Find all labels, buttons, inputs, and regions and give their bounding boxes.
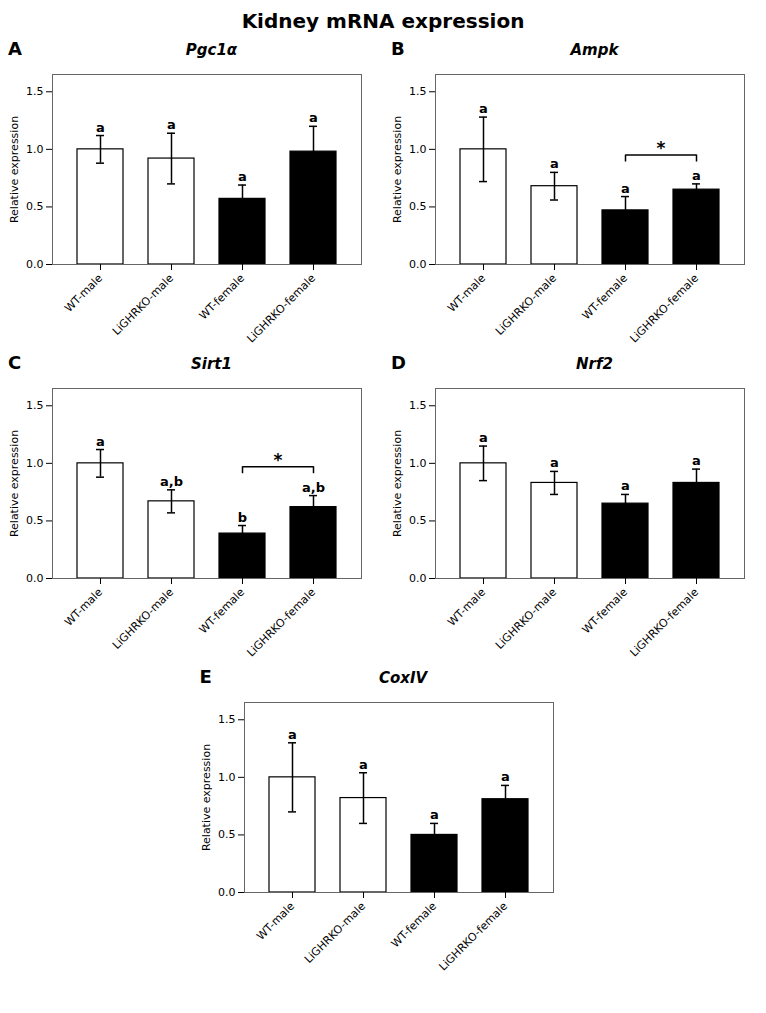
svg-text:LiGHRKO-female: LiGHRKO-female [436, 900, 510, 974]
svg-text:WT-male: WT-male [254, 900, 297, 943]
svg-text:LiGHRKO-male: LiGHRKO-male [493, 586, 559, 652]
svg-text:*: * [657, 138, 666, 158]
svg-text:a: a [430, 807, 439, 822]
svg-text:b: b [238, 510, 247, 525]
svg-text:a: a [550, 156, 559, 171]
svg-text:0.5: 0.5 [26, 514, 44, 527]
svg-text:Relative expression: Relative expression [8, 116, 21, 223]
svg-text:LiGHRKO-male: LiGHRKO-male [110, 272, 176, 338]
svg-text:a: a [550, 455, 559, 470]
svg-text:a: a [167, 117, 176, 132]
svg-text:WT-female: WT-female [197, 586, 248, 637]
svg-text:a,b: a,b [302, 480, 325, 495]
html-text:Pgc1α: Pgc1α [185, 41, 238, 59]
svg-text:*: * [274, 450, 283, 470]
svg-text:0.0: 0.0 [409, 258, 427, 271]
svg-text:a: a [692, 168, 701, 183]
svg-text:0.0: 0.0 [26, 572, 44, 585]
svg-text:Relative expression: Relative expression [391, 430, 404, 537]
svg-text:0.5: 0.5 [409, 200, 427, 213]
svg-text:1.5: 1.5 [409, 85, 427, 98]
svg-text:WT-male: WT-male [445, 586, 488, 629]
svg-text:LiGHRKO-female: LiGHRKO-female [628, 272, 702, 346]
svg-text:1.0: 1.0 [26, 143, 44, 156]
svg-text:0.5: 0.5 [26, 200, 44, 213]
svg-text:WT-female: WT-female [197, 272, 248, 323]
html-text:Kidney mRNA expression: Kidney mRNA expression [241, 9, 525, 33]
svg-text:0.0: 0.0 [218, 886, 236, 899]
svg-text:a: a [96, 434, 105, 449]
html-text:Ampk: Ampk [570, 41, 619, 59]
svg-text:1.5: 1.5 [409, 399, 427, 412]
svg-text:Relative expression: Relative expression [391, 116, 404, 223]
svg-text:LiGHRKO-female: LiGHRKO-female [245, 272, 319, 346]
svg-text:Relative expression: Relative expression [200, 744, 213, 851]
svg-text:1.5: 1.5 [218, 713, 236, 726]
svg-text:0.0: 0.0 [26, 258, 44, 271]
svg-text:a: a [621, 478, 630, 493]
svg-text:LiGHRKO-male: LiGHRKO-male [302, 900, 368, 966]
html-text:Sirt1: Sirt1 [191, 355, 232, 373]
svg-text:a: a [479, 101, 488, 116]
svg-text:a: a [501, 769, 510, 784]
svg-text:0.0: 0.0 [409, 572, 427, 585]
svg-text:a: a [621, 181, 630, 196]
svg-text:0.5: 0.5 [218, 828, 236, 841]
svg-text:1.0: 1.0 [409, 143, 427, 156]
svg-text:1.5: 1.5 [26, 85, 44, 98]
svg-text:0.5: 0.5 [409, 514, 427, 527]
svg-text:WT-female: WT-female [388, 900, 439, 951]
svg-text:a: a [96, 120, 105, 135]
html-text:D: D [391, 352, 406, 373]
svg-text:LiGHRKO-female: LiGHRKO-female [245, 586, 319, 660]
svg-text:WT-female: WT-female [580, 586, 631, 637]
svg-text:LiGHRKO-male: LiGHRKO-male [110, 586, 176, 652]
html-text:C: C [8, 352, 22, 373]
svg-text:1.5: 1.5 [26, 399, 44, 412]
svg-text:1.0: 1.0 [409, 457, 427, 470]
svg-text:WT-male: WT-male [445, 272, 488, 315]
svg-text:a: a [309, 110, 318, 125]
svg-text:LiGHRKO-female: LiGHRKO-female [628, 586, 702, 660]
svg-text:a: a [238, 169, 247, 184]
html-text:B: B [391, 38, 405, 59]
svg-text:1.0: 1.0 [218, 771, 236, 784]
html-text:E: E [199, 666, 212, 687]
html-text:CoxIV: CoxIV [378, 669, 428, 687]
html-text:Nrf2: Nrf2 [576, 355, 613, 373]
svg-text:a: a [359, 757, 368, 772]
svg-text:WT-male: WT-male [62, 586, 105, 629]
html-text:A: A [8, 38, 22, 59]
svg-text:WT-female: WT-female [580, 272, 631, 323]
svg-text:1.0: 1.0 [26, 457, 44, 470]
svg-text:a: a [288, 727, 297, 742]
svg-text:a,b: a,b [160, 474, 183, 489]
svg-text:a: a [692, 453, 701, 468]
svg-text:a: a [479, 430, 488, 445]
svg-text:Relative expression: Relative expression [8, 430, 21, 537]
svg-text:WT-male: WT-male [62, 272, 105, 315]
svg-text:LiGHRKO-male: LiGHRKO-male [493, 272, 559, 338]
